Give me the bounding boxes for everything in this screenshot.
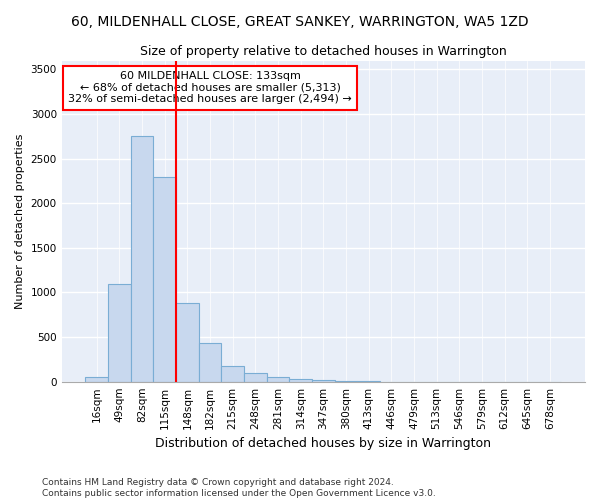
Bar — [244, 373, 266, 382]
Bar — [176, 303, 199, 382]
X-axis label: Distribution of detached houses by size in Warrington: Distribution of detached houses by size … — [155, 437, 491, 450]
Bar — [154, 176, 176, 382]
Bar — [312, 380, 335, 382]
Bar — [85, 377, 108, 382]
Bar — [131, 136, 154, 382]
Bar — [266, 377, 289, 382]
Text: 60, MILDENHALL CLOSE, GREAT SANKEY, WARRINGTON, WA5 1ZD: 60, MILDENHALL CLOSE, GREAT SANKEY, WARR… — [71, 15, 529, 29]
Bar — [199, 344, 221, 382]
Bar — [289, 378, 312, 382]
Bar — [335, 381, 358, 382]
Text: 60 MILDENHALL CLOSE: 133sqm
← 68% of detached houses are smaller (5,313)
32% of : 60 MILDENHALL CLOSE: 133sqm ← 68% of det… — [68, 72, 352, 104]
Bar — [108, 284, 131, 382]
Text: Contains HM Land Registry data © Crown copyright and database right 2024.
Contai: Contains HM Land Registry data © Crown c… — [42, 478, 436, 498]
Y-axis label: Number of detached properties: Number of detached properties — [15, 134, 25, 309]
Bar — [221, 366, 244, 382]
Title: Size of property relative to detached houses in Warrington: Size of property relative to detached ho… — [140, 45, 507, 58]
